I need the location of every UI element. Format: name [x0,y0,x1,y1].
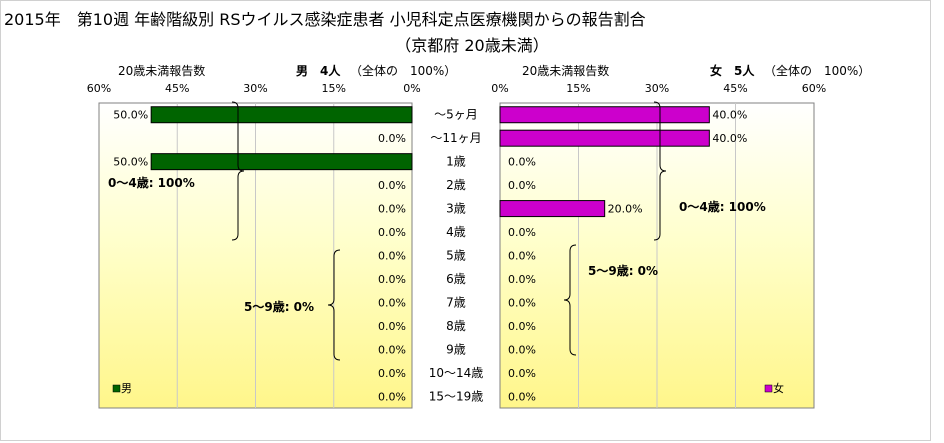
male-value-label: 0.0% [378,343,406,356]
category-label: ～5ヶ月 [434,108,478,122]
female-value-label: 0.0% [508,273,536,286]
female-value-label: 0.0% [508,226,536,239]
female-value-label: 0.0% [508,250,536,263]
male-value-label: 0.0% [378,296,406,309]
female-legend-swatch [764,384,773,393]
male-0-4-annotation: 0～4歳: 100% [108,175,195,190]
female-bar [499,200,606,218]
chart-title: 2015年 第10週 年齢階級別 RSウイルス感染症患者 小児科定点医療機関から… [4,10,646,29]
female-5-9-annotation: 5～9歳: 0% [588,263,658,278]
female-value-label: 0.0% [508,343,536,356]
female-x-tick-label: 0% [491,82,508,95]
category-label: 6歳 [446,272,466,286]
male-value-label: 0.0% [378,273,406,286]
category-label: 1歳 [446,155,466,169]
female-value-label: 0.0% [508,296,536,309]
male-legend-swatch [112,384,121,393]
male-value-label: 0.0% [378,179,406,192]
male-header-label: 男 4人 [296,64,341,78]
female-value-label: 40.0% [712,109,747,122]
female-value-label: 40.0% [712,132,747,145]
male-bar [150,106,413,124]
male-value-label: 50.0% [113,109,148,122]
female-header-label: 女 5人 [710,64,755,78]
male-x-tick-label: 30% [243,82,267,95]
female-header-count-label: 20歳未満報告数 [522,64,610,78]
male-legend-label: 男 [121,382,132,395]
female-header-total: （全体の 100%） [764,64,871,78]
male-value-label: 0.0% [378,226,406,239]
male-bar [150,153,413,171]
female-x-tick-label: 60% [802,82,826,95]
male-x-tick-label: 0% [403,82,420,95]
female-value-label: 20.0% [608,203,643,216]
male-0-4-brace [231,101,245,241]
male-header-total: （全体の 100%） [350,64,457,78]
male-x-tick-label: 45% [165,82,189,95]
male-value-label: 0.0% [378,132,406,145]
female-5-9-brace [563,244,577,356]
category-label: 9歳 [446,342,466,356]
category-label: ～11ヶ月 [430,131,481,145]
category-label: 8歳 [446,319,466,333]
male-x-tick-label: 60% [87,82,111,95]
chart-subtitle: （京都府 20歳未満） [395,36,549,55]
female-bar [499,106,710,124]
male-value-label: 0.0% [378,367,406,380]
female-x-tick-label: 15% [566,82,590,95]
female-value-label: 0.0% [508,390,536,403]
female-value-label: 0.0% [508,156,536,169]
female-0-4-annotation: 0～4歳: 100% [679,199,766,214]
category-label: 15～19歳 [429,389,484,403]
male-5-9-brace [327,249,341,361]
male-x-tick-label: 15% [322,82,346,95]
category-label: 3歳 [446,202,466,216]
male-value-label: 0.0% [378,320,406,333]
female-0-4-brace [653,101,667,241]
category-label: 10～14歳 [429,366,484,380]
female-x-tick-label: 45% [723,82,747,95]
category-label: 2歳 [446,178,466,192]
male-5-9-annotation: 5～9歳: 0% [244,299,314,314]
female-value-label: 0.0% [508,320,536,333]
male-value-label: 50.0% [113,156,148,169]
male-value-label: 0.0% [378,390,406,403]
female-value-label: 0.0% [508,367,536,380]
male-value-label: 0.0% [378,203,406,216]
female-value-label: 0.0% [508,179,536,192]
male-header-count-label: 20歳未満報告数 [118,64,206,78]
male-value-label: 0.0% [378,250,406,263]
category-label: 7歳 [446,295,466,309]
female-x-tick-label: 30% [645,82,669,95]
category-label: 5歳 [446,249,466,263]
category-label: 4歳 [446,225,466,239]
female-legend-label: 女 [773,381,784,395]
female-bar [499,129,710,147]
